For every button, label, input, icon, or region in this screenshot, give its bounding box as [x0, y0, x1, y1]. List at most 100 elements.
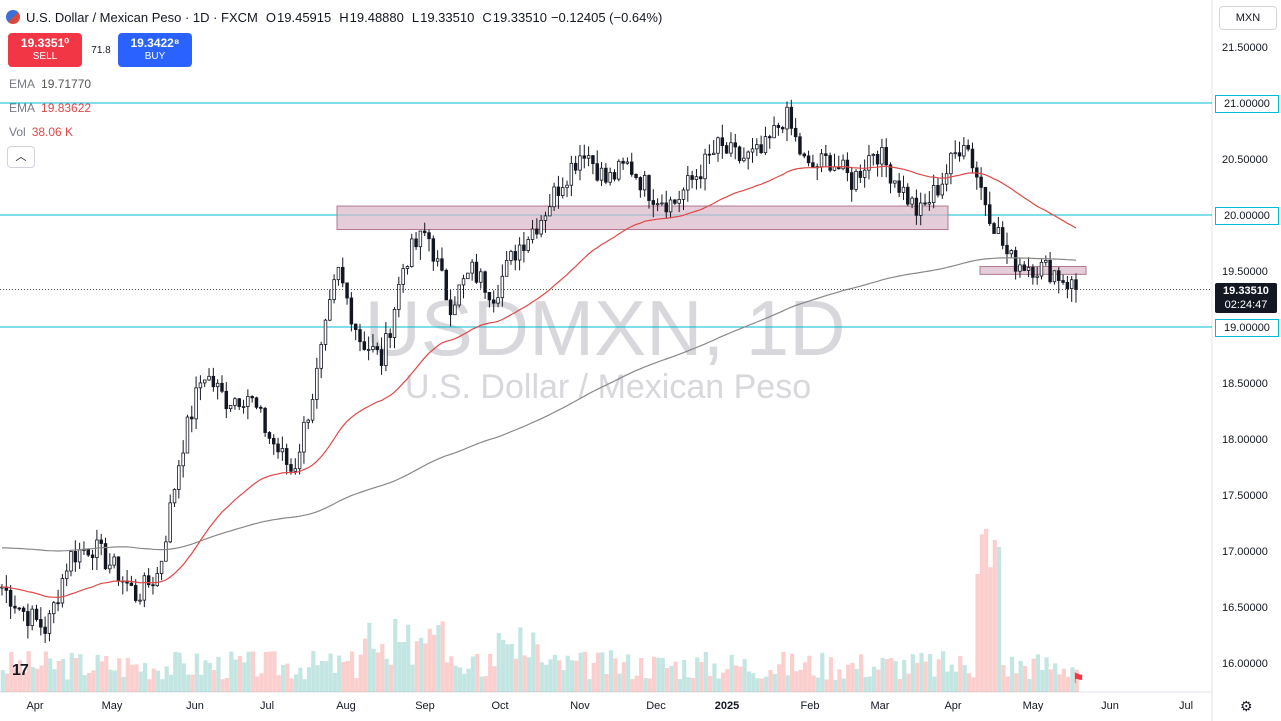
- sell-price: 19.3351⁰: [20, 36, 70, 50]
- candle-body: [457, 284, 461, 306]
- candle-body: [871, 153, 876, 157]
- indicator-value: 19.71770: [41, 77, 92, 91]
- volume-bar: [582, 651, 588, 692]
- candle-body: [858, 170, 863, 178]
- low-label: L: [411, 9, 420, 25]
- candle-body: [500, 275, 505, 299]
- volume-bar: [906, 673, 911, 692]
- x-tick-label: Sep: [415, 700, 435, 712]
- buy-button[interactable]: 19.3422⁸ BUY: [118, 33, 192, 67]
- candle-body: [246, 396, 250, 407]
- volume-bar: [488, 653, 493, 692]
- candle-body: [444, 269, 448, 301]
- candle-body: [724, 145, 729, 154]
- candle-body: [880, 147, 884, 165]
- candle-body: [414, 238, 418, 248]
- candle-body: [811, 162, 815, 168]
- candle-body: [410, 238, 414, 267]
- candle-body: [509, 251, 513, 261]
- events-flag-icon[interactable]: ⚑: [1072, 670, 1085, 686]
- volume-bar: [1061, 668, 1066, 692]
- indicator-volume[interactable]: Vol 38.06 K: [9, 125, 73, 139]
- spread-value: 71.8: [91, 45, 111, 56]
- volume-bar: [1044, 657, 1049, 692]
- volume-bar: [17, 660, 23, 692]
- candle-body: [86, 549, 90, 556]
- indicator-ema-short[interactable]: EMA 19.83622: [9, 101, 91, 115]
- gear-icon[interactable]: ⚙: [1240, 698, 1253, 714]
- volume-bar: [341, 662, 346, 692]
- candle-body: [39, 619, 43, 628]
- x-tick-label: 2025: [715, 700, 739, 712]
- collapse-legend-button[interactable]: ︿: [7, 146, 35, 168]
- volume-bar: [224, 677, 230, 692]
- volume-bar: [440, 621, 445, 692]
- candle-body: [435, 258, 440, 262]
- open-value: 19.45915: [277, 9, 332, 25]
- volume-bar: [751, 673, 756, 692]
- volume-bar: [431, 634, 437, 692]
- symbol-title[interactable]: U.S. Dollar / Mexican Peso · 1D · FXCM: [26, 9, 258, 25]
- volume-bar: [686, 677, 691, 692]
- volume-bar: [78, 654, 83, 692]
- candle-body: [297, 451, 302, 470]
- level-label-19: 19.00000: [1215, 319, 1279, 337]
- volume-bar: [867, 676, 872, 692]
- chevron-up-icon: ︿: [15, 151, 27, 163]
- candle-body: [573, 162, 578, 171]
- volume-bar: [1014, 673, 1019, 692]
- bar-countdown: 02:24:47: [1224, 299, 1268, 311]
- candle-body: [772, 125, 776, 139]
- candle-body: [535, 228, 539, 235]
- candle-body: [780, 127, 785, 130]
- volume-bar: [9, 651, 14, 692]
- tradingview-logo-icon[interactable]: 17: [12, 662, 29, 679]
- candle-body: [237, 398, 241, 407]
- candle-body: [720, 137, 725, 146]
- volume-bar: [259, 673, 264, 692]
- candle-body: [1013, 250, 1018, 272]
- volume-bar: [1035, 654, 1041, 692]
- candle-body: [664, 202, 668, 213]
- candle-body: [651, 200, 656, 205]
- candle-body: [73, 551, 78, 563]
- candle-body: [841, 159, 845, 170]
- volume-bar: [682, 660, 687, 692]
- y-tick-label: 16.50000: [1222, 602, 1268, 614]
- candle-body: [513, 251, 518, 261]
- candle-body: [332, 279, 336, 301]
- candle-body: [43, 626, 47, 634]
- volume-bar: [298, 667, 303, 692]
- indicator-ema-long[interactable]: EMA 19.71770: [9, 77, 91, 91]
- buy-label: BUY: [144, 51, 166, 62]
- volume-bar: [315, 665, 320, 692]
- y-tick-label: 19.50000: [1222, 266, 1268, 278]
- volume-bar: [220, 679, 225, 692]
- volume-bar: [190, 674, 195, 692]
- volume-bar: [764, 676, 769, 692]
- volume-bar: [871, 666, 877, 692]
- candle-body: [759, 144, 763, 154]
- candle-body: [677, 199, 681, 204]
- candle-body: [936, 185, 940, 196]
- volume-bar: [794, 671, 799, 692]
- y-tick-label: 18.00000: [1222, 434, 1268, 446]
- volume-bar: [233, 659, 238, 692]
- volume-bar: [35, 668, 40, 692]
- volume-bar: [388, 664, 394, 692]
- candle-body: [543, 215, 548, 221]
- candle-body: [181, 452, 185, 467]
- volume-bar: [86, 672, 92, 692]
- volume-bar: [371, 648, 376, 692]
- candle-body: [56, 602, 60, 605]
- currency-button[interactable]: MXN: [1219, 6, 1277, 30]
- volume-bar: [1048, 669, 1053, 692]
- candle-body: [690, 175, 694, 180]
- volume-bar: [673, 661, 678, 692]
- sell-button[interactable]: 19.3351⁰ SELL: [8, 33, 82, 67]
- candle-body: [272, 437, 276, 445]
- volume-bar: [695, 657, 700, 692]
- candle-body: [582, 155, 587, 159]
- volume-bar: [186, 674, 191, 692]
